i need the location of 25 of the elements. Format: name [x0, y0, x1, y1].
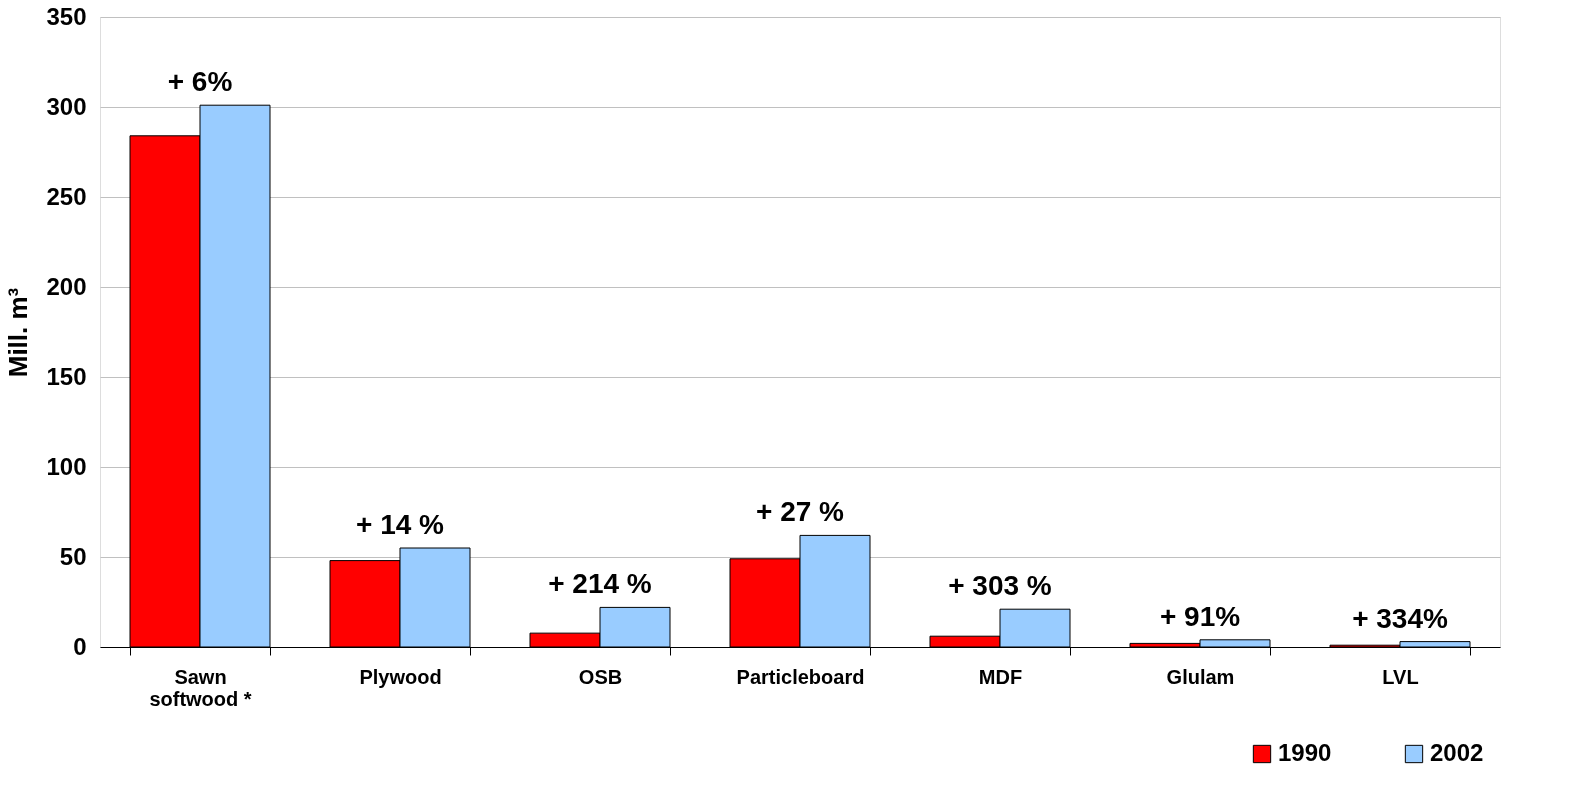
y-tick-label: 50	[59, 542, 87, 570]
x-tick-label: LVL	[1382, 665, 1419, 688]
x-tick-label: Plywood	[359, 665, 442, 688]
y-tick-label: 250	[46, 182, 87, 210]
y-tick-label: 300	[46, 92, 87, 120]
annotation: + 91%	[1159, 600, 1241, 632]
y-tick-label: 100	[46, 452, 87, 480]
annotation: + 14 %	[356, 509, 445, 540]
x-tick-label: MDF	[978, 665, 1023, 688]
y-tick-label: 0	[73, 632, 87, 660]
legend-label: 1990	[1278, 739, 1332, 766]
annotation: + 6%	[167, 66, 233, 98]
legend-label: 2002	[1430, 739, 1484, 766]
annotation: + 303 %	[948, 570, 1052, 602]
y-tick-label: 350	[46, 2, 87, 30]
x-tick-label: Sawn softwood *	[149, 665, 252, 710]
x-tick-label: Particleboard	[736, 665, 865, 688]
y-tick-label: 200	[46, 272, 87, 300]
y-tick-label: 150	[46, 362, 87, 390]
annotation: + 214 %	[548, 568, 652, 600]
y-axis-title: Mill. m³	[3, 287, 34, 378]
x-tick-label: Glulam	[1166, 665, 1235, 688]
annotation: + 334%	[1352, 602, 1448, 634]
x-tick-label: OSB	[578, 665, 623, 688]
annotation: + 27 %	[756, 496, 845, 528]
